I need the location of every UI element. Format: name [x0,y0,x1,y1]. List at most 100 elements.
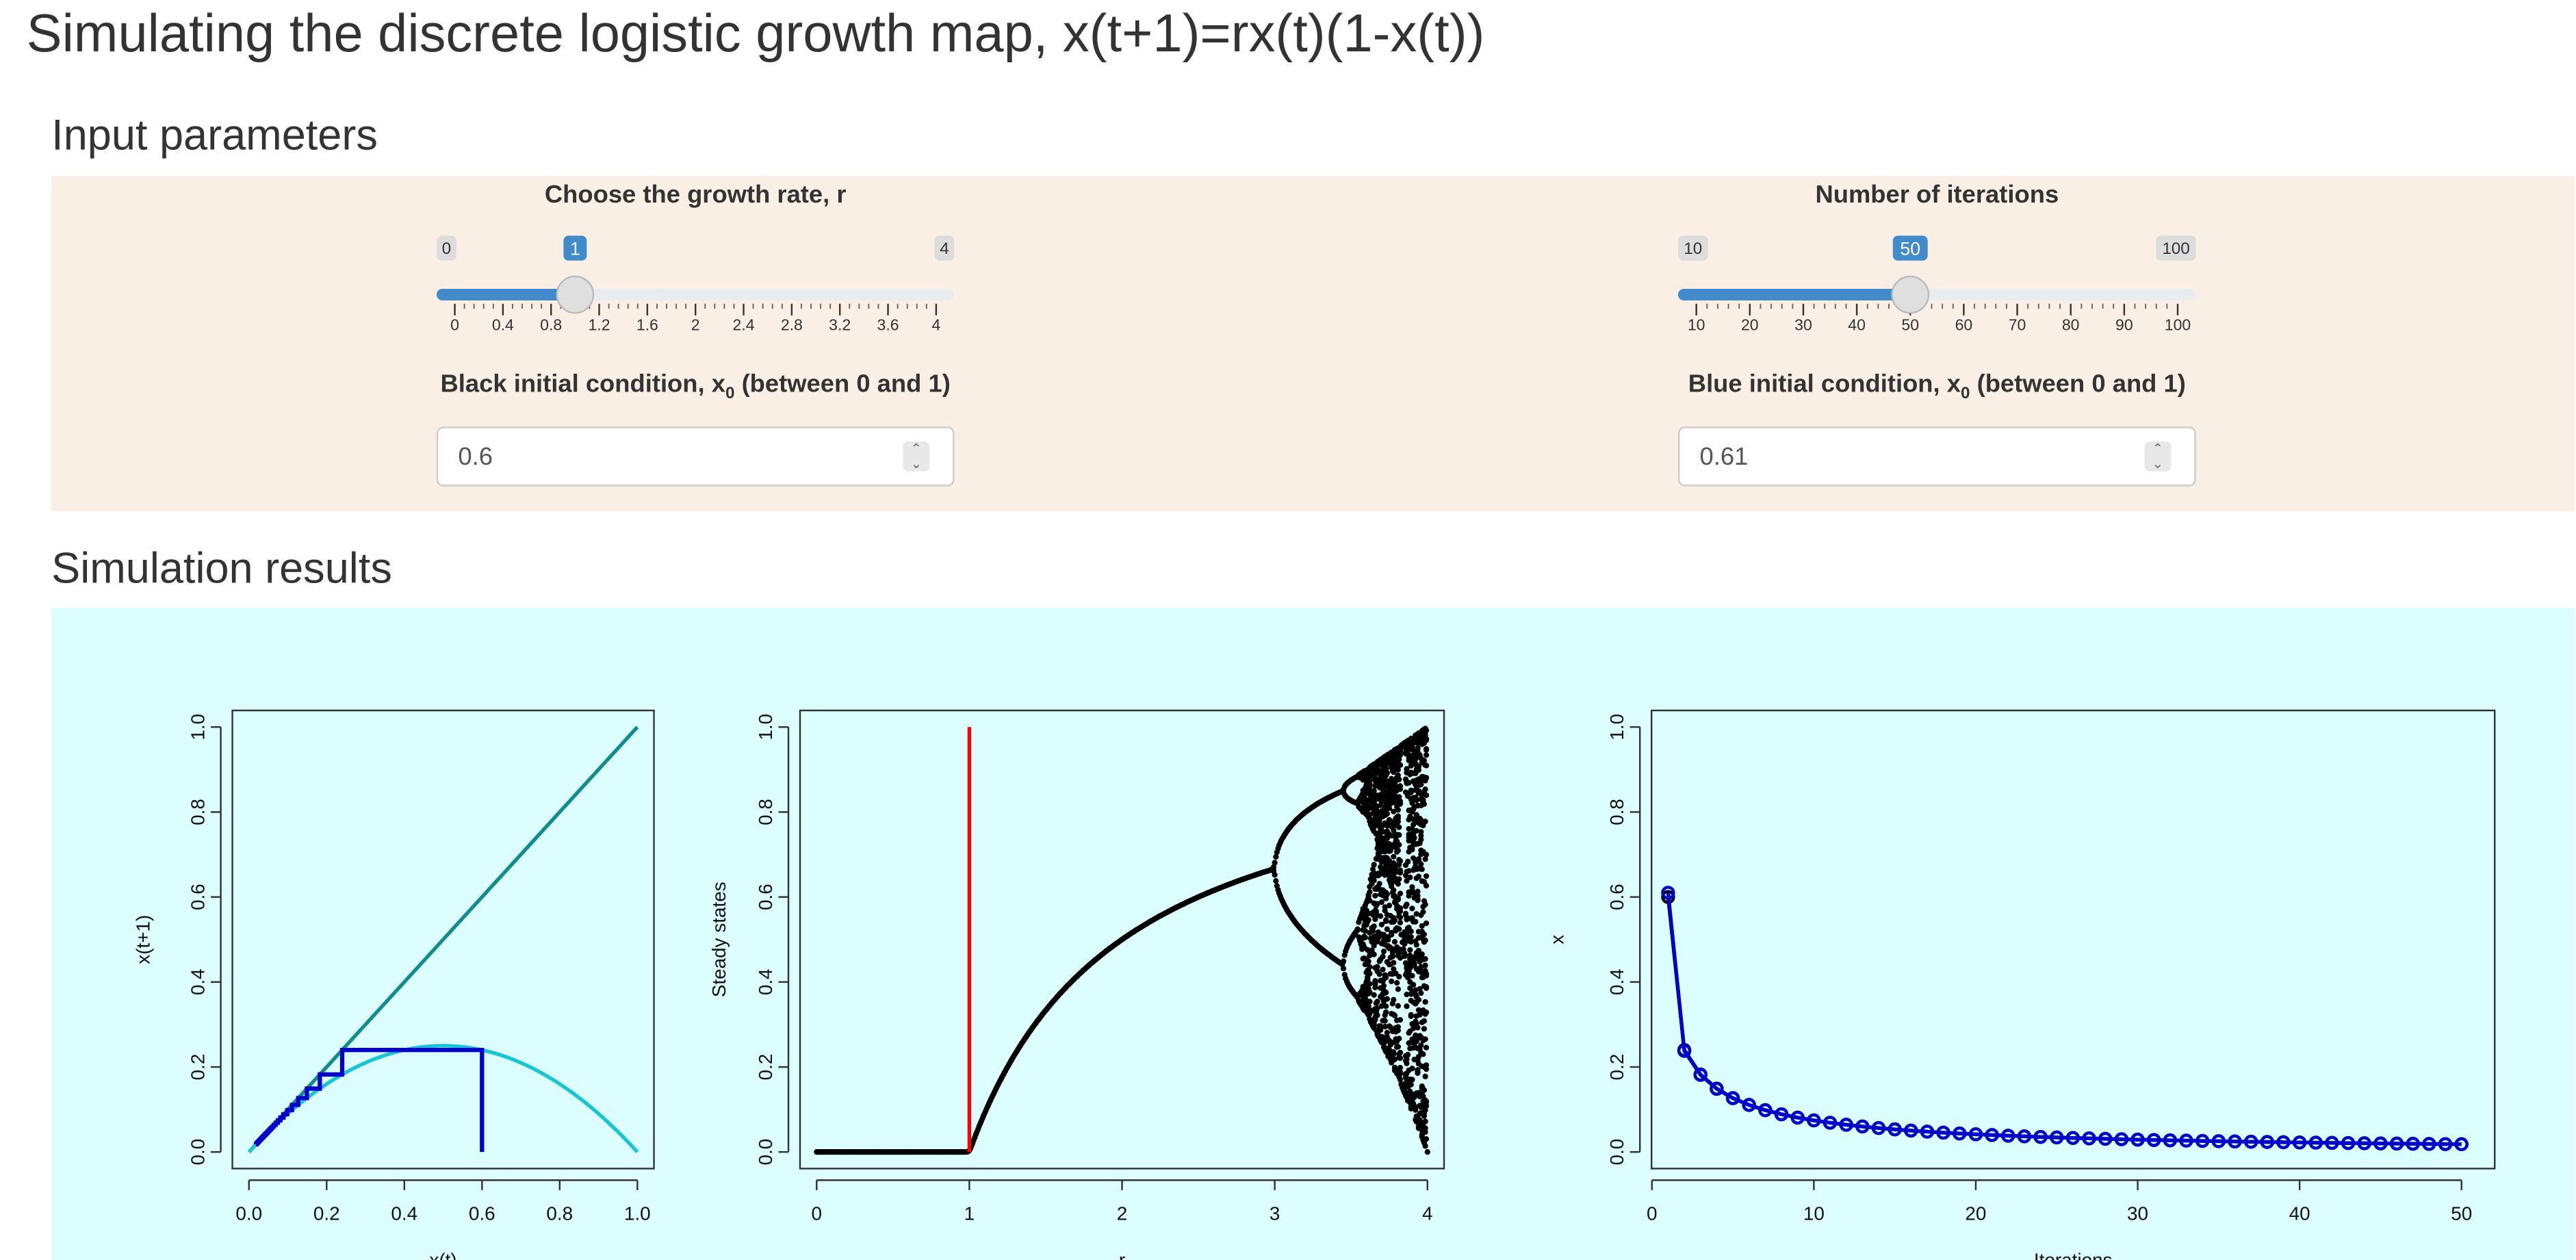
blue-series-point [2373,1136,2388,1150]
cobweb-chart-x-tick-label: 0.4 [391,1203,417,1224]
page-title: Simulating the discrete logistic growth … [26,3,1485,64]
blue-x0-stepper-icon[interactable]: ⌃ ⌄ [2144,441,2172,472]
black-x0-label: Black initial condition, x0 (between 0 a… [440,370,951,404]
section-title-inputs: Input parameters [51,110,378,159]
cobweb-chart-x-tick-label: 1.0 [624,1203,651,1224]
bifurcation-chart-x-tick-label: 2 [1117,1203,1128,1224]
blue-series-point [1904,1123,1918,1138]
black-x0-input[interactable]: 0.6 ⌃ ⌄ [436,426,955,487]
blue-series-point [2260,1135,2274,1149]
blue-series-point [2228,1134,2242,1149]
bifurcation-chart-x-label: r [1119,1250,1125,1260]
iterations-slider[interactable]: 10 100 10 20 30 40 50 60 70 80 90 100 50 [1677,233,2196,333]
timeseries-chart-x-tick-label: 50 [2451,1203,2472,1224]
blue-series-point [1920,1124,1935,1139]
blue-series-point [1888,1122,1902,1137]
blue-series-point [2065,1131,2081,1145]
blue-series-point [1936,1125,1950,1140]
iterations-slider-tick-label: 20 [1741,316,1759,332]
timeseries-chart-y-tick-label: 0.8 [1606,799,1627,825]
blue-series-point [2001,1129,2015,1143]
bifurcation-chart-x-tick-label: 4 [1422,1203,1433,1224]
blue-series-point [1725,1091,1740,1105]
blue-series-point [1774,1107,1789,1122]
blue-series-point [2406,1136,2420,1151]
cobweb-chart-x-tick-label: 0.2 [313,1203,340,1224]
timeseries-chart-plot-frame [1650,709,2496,1170]
blue-series-point [1790,1110,1805,1125]
timeseries-chart: 0 10 20 30 40 50 0.0 0.2 0.4 0.6 0.8 1.0 Iterations x [1547,709,2496,1260]
growth-rate-slider-max-label: 4 [940,240,949,258]
blue-series-point [1807,1113,1821,1128]
blue-series-point [2033,1129,2048,1144]
blue-x0-label: Blue initial condition, x0 (between 0 an… [1688,370,2186,404]
growth-rate-slider-tick-label: 1.6 [636,316,658,332]
cobweb-chart-y-tick-label: 1.0 [187,714,208,741]
cobweb-chart-x-tick-label: 0.6 [469,1203,495,1224]
blue-series-point [2454,1137,2469,1152]
bifurcation-chart-y-label: Steady states [708,882,730,997]
blue-series-point [1855,1119,1870,1134]
timeseries-chart-x-tick-label: 30 [2127,1203,2148,1224]
bifurcation-chart: 0 1 2 3 4 0.0 0.2 0.4 0.6 0.8 1.0 r Steady states [708,709,1445,1260]
growth-rate-slider-tick-label: 1.2 [589,316,610,332]
iterations-slider-tick-label: 10 [1688,316,1705,332]
blue-series-point [2114,1132,2129,1146]
blue-series-point [1710,1081,1724,1096]
blue-series-point [1985,1128,1999,1142]
logistic-curve [247,1044,639,1153]
bifurcation-chart-x-tick-label: 0 [811,1203,822,1224]
bifurcation-chart-plot-frame [799,709,1445,1170]
cobweb-chart-y-label: x(t+1) [132,915,153,964]
blue-series-point [2389,1136,2404,1151]
iterations-slider-min-badge [1677,235,1708,261]
growth-rate-slider-tick-label: 3.6 [877,316,899,332]
blue-series-line [1666,892,2462,1146]
timeseries-chart-x-tick-label: 20 [1965,1203,1986,1224]
blue-x0-input[interactable]: 0.61 ⌃ ⌄ [1677,426,2196,487]
iterations-slider-tick-label: 90 [2115,316,2133,332]
blue-series-point [1822,1116,1838,1130]
blue-series-point [2050,1130,2064,1145]
iterations-control: Number of iterations 10 100 10 20 30 40 50 60 70… [1677,176,2196,511]
cobweb-chart-x-label: x(t) [429,1250,456,1260]
blue-series-point [2341,1135,2356,1150]
bifurcation-chart-y-tick-label: 0.4 [755,968,776,995]
iterations-slider-fill [1677,289,1911,300]
iterations-label: Number of iterations [1815,181,2059,209]
blue-series-point [1693,1068,1708,1082]
blue-series-point [2017,1129,2032,1144]
bifurcation-chart-y-tick-label: 0.8 [755,799,776,825]
timeseries-chart-y-tick-label: 0.4 [1606,968,1627,995]
iterations-slider-tick-label: 70 [2009,316,2026,332]
growth-rate-slider-tick-label: 0 [450,316,459,332]
section-title-results: Simulation results [51,543,392,593]
blue-series-point [2130,1132,2145,1147]
cobweb-chart-y-tick-label: 0.0 [187,1139,208,1166]
input-parameters-panel: Choose the growth rate, r 0 4 0 0.4 0.8 1.2 1.… [51,176,2575,511]
bifurcation-chart-x-tick-label: 3 [1270,1203,1280,1224]
blue-series-point [1677,1044,1692,1058]
iterations-slider-tick-label: 40 [1848,316,1866,332]
blue-series-point [2276,1135,2291,1150]
blue-series-point [1661,886,1675,900]
iterations-slider-tick-label: 100 [2165,316,2191,332]
growth-rate-slider[interactable]: 0 4 0 0.4 0.8 1.2 1.6 2 2.4 2.8 3.2 3.6 4 1 [436,233,955,333]
cobweb-chart-y-tick-label: 0.6 [187,884,208,910]
blue-series-point [2211,1134,2226,1148]
iterations-slider-value-label: 50 [1900,238,1920,259]
blue-series-point [2438,1137,2453,1151]
cobweb-chart: 0.0 0.2 0.4 0.6 0.8 1.0 0.0 0.2 0.4 0.6 0.8 1.0 x(t)… [132,709,655,1260]
growth-rate-slider-min-label: 0 [442,240,452,258]
timeseries-chart-y-tick-label: 0.0 [1606,1139,1627,1166]
growth-rate-slider-value-label: 1 [570,238,580,259]
blue-x0-value: 0.61 [1699,443,1749,472]
blue-series-point [2292,1135,2307,1150]
iterations-slider-tick-label: 50 [1901,316,1919,332]
growth-rate-slider-tick-label: 3.2 [829,316,851,332]
timeseries-chart-x-label: Iterations [2034,1250,2113,1260]
cobweb-chart-y-tick-label: 0.2 [187,1054,208,1081]
black-x0-stepper-icon[interactable]: ⌃ ⌄ [903,441,930,472]
timeseries-chart-y-label: x [1547,935,1568,944]
bifurcation-chart-x-tick-label: 1 [964,1203,975,1224]
